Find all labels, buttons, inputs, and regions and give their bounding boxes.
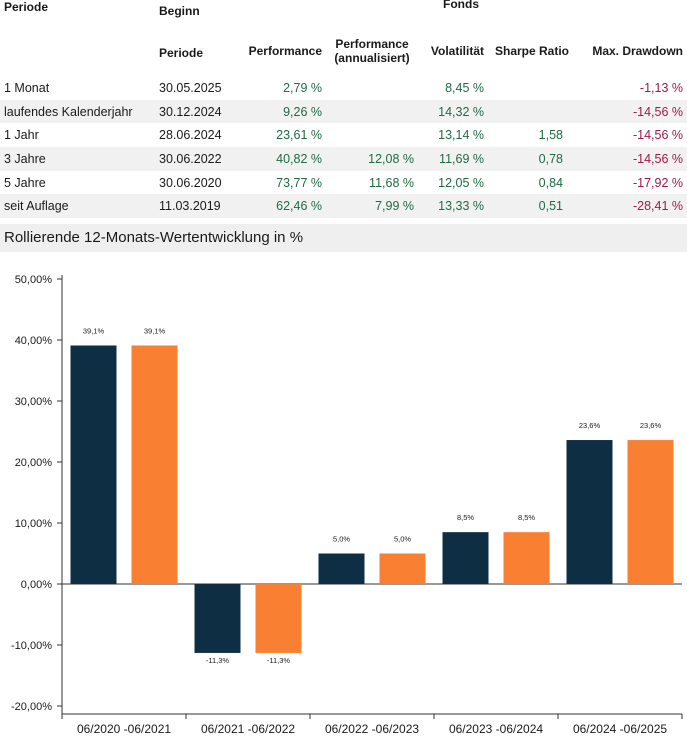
data-label: 5,0%: [394, 535, 411, 544]
cell-volatilitaet: 14,32 %: [418, 99, 488, 124]
cell-beginn: 30.05.2025: [159, 80, 222, 95]
data-label: -11,3%: [206, 656, 230, 665]
cell-max-drawdown: -17,92 %: [632, 175, 684, 190]
data-label: -11,3%: [267, 656, 291, 665]
header-beginn: Beginn: [159, 4, 200, 18]
cell-volatilitaet: 8,45 %: [445, 80, 484, 95]
header-performance: Performance: [248, 44, 322, 58]
table-row: 1 Monat 30.05.2025 2,79 % 8,45 % -1,13 %: [0, 76, 687, 100]
table-row: 3 Jahre 30.06.2022 40,82 % 12,08 % 11,69…: [0, 147, 687, 171]
data-label: 8,5%: [518, 513, 535, 522]
header-fonds: Fonds: [443, 0, 479, 11]
x-tick-label: 06/2022 -06/2023: [325, 722, 419, 736]
bar: [194, 584, 241, 653]
cell-sharpe-ratio: 0,51: [488, 194, 573, 219]
cell-max-drawdown: -14,56 %: [573, 99, 687, 124]
cell-periode: 1 Jahr: [4, 128, 39, 143]
cell-sharpe-ratio: 0,78: [488, 147, 573, 171]
data-label: 39,1%: [144, 326, 166, 335]
cell-performance: 23,61 %: [276, 128, 322, 143]
bar: [255, 584, 302, 653]
cell-max-drawdown: -1,13 %: [639, 80, 684, 95]
cell-performance: 2,79 %: [283, 80, 322, 95]
bar: [70, 345, 117, 584]
cell-max-drawdown: -28,41 %: [573, 194, 687, 219]
cell-performance: 9,26 %: [235, 99, 326, 124]
cell-periode: 3 Jahre: [0, 147, 155, 171]
cell-beginn: 28.06.2024: [159, 128, 222, 143]
cell-volatilitaet: 13,33 %: [418, 194, 488, 219]
cell-periode: laufendes Kalenderjahr: [0, 99, 155, 124]
cell-performance-annualisiert: 11,68 %: [369, 175, 414, 190]
chart-title: Rollierende 12-Monats-Wertentwicklung in…: [0, 224, 687, 252]
y-tick-label: 40,00%: [15, 335, 53, 347]
y-tick-label: 50,00%: [15, 274, 53, 286]
header-sharpe-ratio: Sharpe Ratio: [494, 44, 569, 58]
cell-periode: 5 Jahre: [4, 175, 46, 190]
header-periode: Periode: [4, 0, 49, 14]
cell-volatilitaet: 11,69 %: [418, 147, 488, 171]
cell-volatilitaet: 13,14 %: [438, 128, 484, 143]
table-row: 5 Jahre 30.06.2020 73,77 % 11,68 % 12,05…: [0, 171, 687, 195]
x-tick-label: 06/2023 -06/2024: [449, 722, 543, 736]
bar: [627, 440, 674, 584]
cell-volatilitaet: 12,05 %: [438, 175, 484, 190]
bar: [566, 440, 613, 584]
x-tick-label: 06/2021 -06/2022: [201, 722, 295, 736]
header-volatilitaet: Volatilität: [430, 44, 484, 58]
data-label: 23,6%: [579, 421, 601, 430]
bar: [131, 345, 178, 584]
cell-beginn: 11.03.2019: [155, 194, 235, 219]
header-max-drawdown: Max. Drawdown: [592, 44, 684, 58]
cell-max-drawdown: -14,56 %: [632, 128, 684, 143]
bar: [318, 553, 365, 584]
x-tick-label: 06/2024 -06/2025: [573, 722, 667, 736]
bar: [503, 532, 550, 584]
table-row: seit Auflage 11.03.2019 62,46 % 7,99 % 1…: [0, 194, 687, 219]
bar-chart: 50,00% 40,00% 30,00% 20,00% 10,00% 0,00% -10,0…: [11, 274, 683, 736]
bar: [379, 553, 426, 584]
cell-sharpe-ratio: [488, 76, 573, 100]
cell-performance-annualisiert: [326, 99, 418, 124]
cell-beginn: 30.06.2022: [155, 147, 235, 171]
cell-sharpe-ratio: [488, 99, 573, 124]
bar: [442, 532, 489, 584]
cell-performance-annualisiert: [326, 123, 418, 147]
cell-performance: 73,77 %: [276, 175, 322, 190]
data-label: 23,6%: [640, 421, 662, 430]
cell-performance-annualisiert: 7,99 %: [326, 194, 418, 219]
header-beginn-periode: Periode: [159, 46, 204, 60]
y-tick-label: 30,00%: [15, 396, 53, 408]
cell-periode: 1 Monat: [4, 80, 50, 95]
cell-beginn: 30.12.2024: [155, 99, 235, 124]
y-tick-label: 0,00%: [21, 579, 52, 591]
y-tick-label: 10,00%: [15, 518, 53, 530]
x-tick-label: 06/2020 -06/2021: [77, 722, 171, 736]
data-label: 5,0%: [333, 535, 350, 544]
y-tick-label: 20,00%: [15, 457, 53, 469]
cell-sharpe-ratio: 1,58: [538, 128, 563, 143]
performance-table: Periode Beginn Fonds Periode Performance…: [0, 0, 687, 219]
data-label: 39,1%: [83, 326, 105, 335]
cell-performance-annualisiert: 12,08 %: [326, 147, 418, 171]
cell-periode: seit Auflage: [0, 194, 155, 219]
table-row: laufendes Kalenderjahr 30.12.2024 9,26 %…: [0, 99, 687, 124]
cell-sharpe-ratio: 0,84: [538, 175, 563, 190]
cell-performance-annualisiert: [326, 76, 418, 100]
table-row: 1 Jahr 28.06.2024 23,61 % 13,14 % 1,58 -…: [0, 123, 687, 147]
cell-beginn: 30.06.2020: [159, 175, 222, 190]
y-tick-label: -20,00%: [11, 701, 52, 713]
header-performance-annualisiert: Performance (annualisiert): [334, 37, 410, 65]
cell-performance: 62,46 %: [235, 194, 326, 219]
y-tick-label: -10,00%: [11, 640, 52, 652]
cell-max-drawdown: -14,56 %: [573, 147, 687, 171]
cell-performance: 40,82 %: [235, 147, 326, 171]
data-label: 8,5%: [457, 513, 474, 522]
